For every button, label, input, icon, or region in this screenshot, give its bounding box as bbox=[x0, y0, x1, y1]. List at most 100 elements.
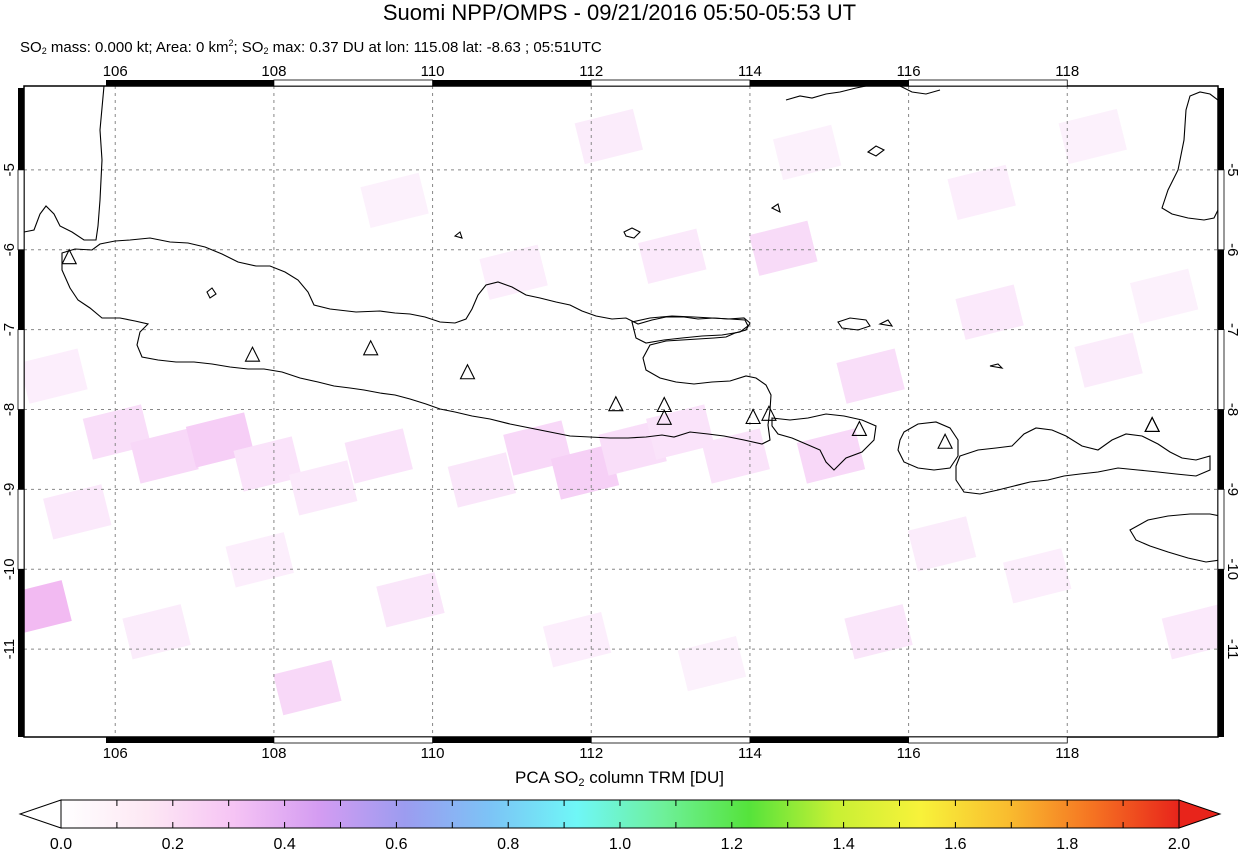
so2-pixel bbox=[122, 604, 191, 660]
map-background bbox=[24, 86, 1218, 737]
volcano-triangle-icon bbox=[761, 405, 777, 421]
small-island-b bbox=[206, 287, 217, 299]
colorbar-title: PCA SO2 column TRM [DU] bbox=[0, 768, 1239, 793]
lat-label-left: -11 bbox=[1, 639, 18, 660]
map-frame bbox=[17, 79, 1225, 744]
lon-label-top: 118 bbox=[1055, 63, 1079, 80]
volcano-triangle-icon bbox=[656, 409, 673, 425]
sumbawa-coastline bbox=[955, 427, 1211, 495]
lat-label-left: -8 bbox=[1, 403, 18, 416]
frame-top-segment bbox=[908, 79, 1068, 87]
so2-pixel bbox=[955, 284, 1024, 340]
map-title: Suomi NPP/OMPS - 09/21/2016 05:50-05:53 … bbox=[382, 0, 857, 25]
frame-left-segment bbox=[17, 488, 25, 570]
so2-pixel bbox=[130, 428, 199, 484]
small-island-d bbox=[878, 319, 894, 327]
so2-pixel bbox=[447, 452, 517, 508]
so2-pixel bbox=[225, 532, 294, 588]
lon-label-bottom: 118 bbox=[1055, 745, 1079, 762]
colorbar-tick-label: 0.2 bbox=[161, 836, 184, 853]
lat-label-right: -8 bbox=[1224, 403, 1239, 416]
lat-label-left: -7 bbox=[1, 323, 18, 336]
colorbar-over-arrow bbox=[1178, 799, 1222, 829]
so2-pixel bbox=[836, 348, 905, 404]
frame-left-bar bbox=[18, 88, 24, 737]
frame-bottom-segment bbox=[908, 736, 1068, 744]
lon-label-bottom: 116 bbox=[897, 745, 921, 762]
frame-top-bar bbox=[106, 80, 1056, 86]
lat-label-left: -5 bbox=[1, 163, 18, 176]
volcano-triangle-icon bbox=[61, 248, 78, 265]
so2-pixel bbox=[598, 420, 667, 476]
lat-label-right: -7 bbox=[1224, 323, 1239, 336]
lat-label-left: -10 bbox=[1, 558, 18, 580]
so2-pixel bbox=[1129, 268, 1199, 324]
map-subtitle: SO2 mass: 0.000 kt; Area: 0 km2; SO2 max… bbox=[20, 34, 602, 60]
lon-label-top: 114 bbox=[738, 63, 762, 80]
axis-tick-labels: 106 106 108 108 110 110 112 112 114 114 116 116 118 1… bbox=[1, 63, 1239, 762]
lon-label-bottom: 110 bbox=[421, 745, 445, 762]
so2-pixel bbox=[844, 604, 913, 660]
so2-pixel bbox=[376, 572, 445, 628]
colorbar-under-arrow bbox=[18, 799, 62, 829]
colorbar-tick-label: 1.4 bbox=[832, 836, 855, 853]
so2-pixel bbox=[638, 228, 707, 284]
subtitle-sup1: 2 bbox=[228, 38, 234, 48]
lat-label-left: -9 bbox=[1, 483, 18, 496]
lon-label-top: 106 bbox=[103, 63, 128, 80]
kalimantan-coastline bbox=[785, 86, 867, 101]
colorbar-tick-label: 0.0 bbox=[49, 836, 73, 853]
frame-bottom-segment bbox=[273, 736, 433, 744]
lombok-coastline bbox=[897, 421, 959, 471]
lon-label-bottom: 114 bbox=[738, 745, 762, 762]
volcano-triangle-icon bbox=[937, 433, 953, 449]
bawean-island bbox=[623, 227, 641, 239]
lat-label-right: -11 bbox=[1224, 639, 1239, 660]
small-island-f bbox=[453, 231, 463, 239]
volcano-triangle-icon bbox=[244, 345, 261, 362]
volcano-triangle-icon bbox=[851, 420, 868, 437]
subtitle-part1: SO bbox=[20, 39, 42, 56]
frame-top-segment bbox=[273, 79, 433, 87]
lat-label-right: -10 bbox=[1224, 558, 1239, 580]
so2-pixel bbox=[43, 484, 112, 540]
volcano-triangle-icon bbox=[1144, 416, 1161, 433]
so2-pixel bbox=[646, 404, 715, 460]
colorbar-tick-label: 0.6 bbox=[385, 836, 408, 853]
subtitle-sub2: 2 bbox=[263, 46, 269, 56]
colorbar-tick-label: 1.2 bbox=[720, 836, 743, 853]
colorbar bbox=[18, 799, 1222, 829]
so2-pixel bbox=[542, 612, 612, 668]
frame-left-segment bbox=[17, 329, 25, 410]
sumba-coastline bbox=[1129, 513, 1218, 563]
lon-label-bottom: 112 bbox=[579, 745, 603, 762]
kalimantan-south-coastline bbox=[899, 86, 941, 95]
java-coastline bbox=[61, 237, 772, 445]
so2-pixel bbox=[947, 164, 1016, 221]
so2-pixel bbox=[233, 436, 302, 492]
frame-right-segment bbox=[1217, 329, 1225, 410]
lon-label-top: 112 bbox=[579, 63, 603, 80]
so2-pixel-layer bbox=[24, 108, 1218, 716]
lat-label-right: -6 bbox=[1224, 243, 1239, 256]
so2-pixel bbox=[907, 516, 977, 572]
colorbar-tick-label: 1.0 bbox=[608, 836, 632, 853]
volcano-triangle-icon bbox=[459, 363, 476, 380]
colorbar-tick-label: 0.4 bbox=[273, 836, 296, 853]
subtitle-sub1: 2 bbox=[41, 46, 47, 56]
volcano-triangle-icon bbox=[362, 339, 379, 356]
so2-pixel bbox=[1003, 548, 1072, 604]
so2-pixel bbox=[677, 636, 747, 692]
so2-pixel bbox=[479, 244, 548, 300]
frame-right-segment bbox=[1217, 488, 1225, 570]
frame-right-segment bbox=[1217, 169, 1225, 251]
frame-bottom-bar bbox=[106, 737, 1056, 743]
sulawesi-coastline bbox=[1161, 91, 1218, 221]
madura-coastline bbox=[631, 315, 749, 344]
subtitle-part3: ; SO bbox=[233, 39, 264, 56]
colorbar-tick-label: 0.8 bbox=[497, 836, 520, 853]
so2-pixel bbox=[24, 348, 88, 404]
colorbar-title-part1: PCA SO bbox=[515, 768, 579, 787]
colorbar-tick-label: 2.0 bbox=[1167, 836, 1191, 853]
